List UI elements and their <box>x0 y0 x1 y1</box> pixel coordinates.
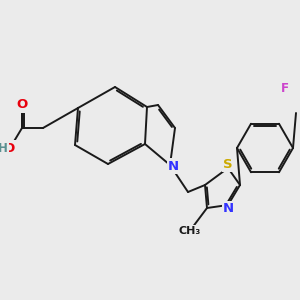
Text: H: H <box>0 142 8 154</box>
Text: CH₃: CH₃ <box>179 226 201 236</box>
Text: F: F <box>281 82 289 95</box>
Text: N: N <box>168 160 179 172</box>
Text: S: S <box>223 158 233 171</box>
Text: O: O <box>3 142 15 154</box>
Text: N: N <box>223 202 234 215</box>
Text: O: O <box>16 98 28 112</box>
